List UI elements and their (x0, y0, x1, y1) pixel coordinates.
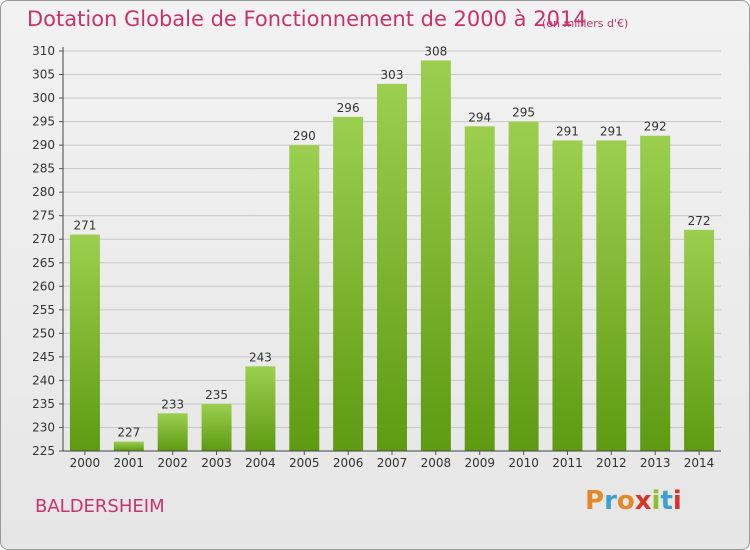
x-tick-label: 2012 (596, 456, 627, 470)
data-label: 303 (381, 68, 404, 82)
bar-2000 (69, 234, 100, 451)
x-tick-label: 2011 (552, 456, 583, 470)
chart-title: Dotation Globale de Fonctionnement de 20… (27, 7, 587, 31)
logo-letter: r (604, 486, 617, 516)
data-label: 290 (293, 129, 316, 143)
y-tick-label: 285 (32, 162, 55, 176)
data-label: 233 (161, 397, 184, 411)
commune-name: BALDERSHEIM (35, 496, 165, 517)
y-tick-label: 245 (32, 350, 55, 364)
data-label: 271 (73, 219, 96, 233)
x-tick-label: 2006 (333, 456, 364, 470)
chart-unit: (en milliers d'€) (542, 17, 629, 30)
bar-2010 (508, 121, 539, 452)
x-axis-ticks: 2000 2001 2002 2003 2004 2005 2006 2007 2008 2009… (70, 451, 715, 470)
data-label: 294 (468, 110, 491, 124)
y-tick-label: 290 (32, 138, 55, 152)
x-tick-label: 2008 (421, 456, 452, 470)
bar-2004 (245, 366, 276, 451)
logo-letter: o (616, 486, 635, 516)
data-label: 296 (337, 101, 360, 115)
x-tick-label: 2004 (245, 456, 276, 470)
logo-letter: x (634, 486, 652, 516)
data-label: 295 (512, 106, 535, 120)
x-tick-label: 2003 (201, 456, 232, 470)
y-tick-label: 250 (32, 326, 55, 340)
y-tick-label: 305 (32, 68, 55, 82)
proxiti-logo: Proxiti (585, 486, 682, 516)
bar-2002 (157, 413, 188, 451)
y-tick-label: 275 (32, 209, 55, 223)
bar-2011 (552, 140, 583, 452)
bar-2008 (420, 60, 451, 451)
y-tick-label: 310 (32, 44, 55, 58)
x-tick-label: 2001 (114, 456, 145, 470)
y-tick-label: 295 (32, 115, 55, 129)
data-labels: 271 227 233 235 243 290 296 303 308 294 295 291 291 2… (73, 44, 710, 439)
y-tick-label: 255 (32, 303, 55, 317)
y-tick-label: 260 (32, 279, 55, 293)
y-tick-label: 230 (32, 420, 55, 434)
x-tick-label: 2002 (157, 456, 188, 470)
data-label: 243 (249, 350, 272, 364)
data-label: 272 (688, 214, 711, 228)
data-label: 291 (600, 124, 623, 138)
y-tick-label: 265 (32, 256, 55, 270)
data-label: 291 (556, 124, 579, 138)
data-label: 235 (205, 388, 228, 402)
y-tick-label: 300 (32, 91, 55, 105)
bar-2006 (333, 116, 364, 451)
x-tick-label: 2007 (377, 456, 408, 470)
bar-2003 (201, 403, 232, 451)
bar-2007 (377, 83, 407, 452)
data-label: 308 (424, 44, 447, 58)
x-tick-label: 2005 (289, 456, 320, 470)
y-tick-label: 235 (32, 397, 55, 411)
x-tick-label: 2010 (508, 456, 539, 470)
x-tick-label: 2014 (684, 456, 715, 470)
data-label: 227 (117, 426, 140, 440)
y-tick-label: 280 (32, 185, 55, 199)
bar-2009 (464, 126, 495, 451)
y-axis-ticks: 225 230 235 240 245 250 255 260 265 270 275 280 285 2… (32, 44, 63, 458)
x-tick-label: 2013 (640, 456, 671, 470)
bar-2014 (684, 229, 715, 451)
logo-letter: P (585, 486, 605, 516)
y-tick-label: 270 (32, 232, 55, 246)
y-tick-label: 240 (32, 373, 55, 387)
bar-2005 (289, 145, 320, 451)
bar-2001 (113, 441, 144, 451)
x-tick-label: 2000 (70, 456, 101, 470)
logo-letter: i (672, 486, 682, 516)
axes (62, 47, 721, 452)
logo-letter: i (651, 486, 661, 516)
bar-2012 (596, 140, 627, 452)
x-tick-label: 2009 (464, 456, 495, 470)
y-tick-label: 225 (32, 444, 55, 458)
bar-2013 (640, 135, 671, 452)
data-label: 292 (644, 120, 667, 134)
bars (69, 60, 715, 452)
logo-letter: t (660, 486, 673, 516)
